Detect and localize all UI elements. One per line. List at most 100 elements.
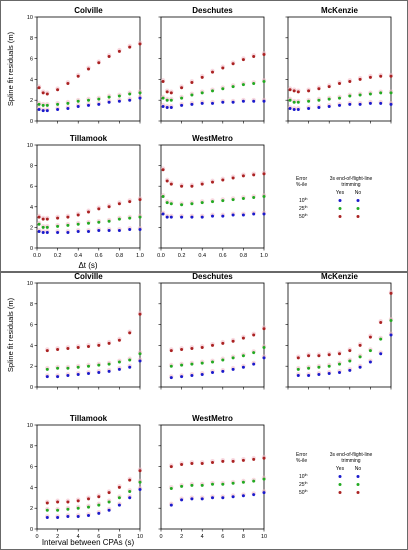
- data-point: [200, 373, 204, 377]
- data-point: [169, 503, 173, 507]
- data-point: [76, 99, 80, 103]
- data-point: [200, 101, 204, 105]
- data-point: [327, 104, 331, 108]
- data-point: [200, 345, 204, 349]
- data-point: [97, 495, 101, 499]
- data-point: [231, 481, 235, 485]
- data-point: [190, 497, 194, 501]
- data-point: [296, 367, 300, 371]
- data-point: [262, 172, 266, 176]
- x-tick-label: 8: [118, 534, 121, 540]
- panel-title: Colville: [74, 272, 103, 281]
- data-point: [379, 352, 383, 356]
- series-10th: [169, 354, 267, 380]
- series-50th: [45, 310, 143, 353]
- data-point: [169, 465, 173, 469]
- data-point: [37, 215, 41, 219]
- panel-title: McKenzie: [321, 272, 358, 281]
- data-point: [45, 367, 49, 371]
- data-point: [231, 339, 235, 343]
- data-point: [231, 62, 235, 66]
- data-point: [368, 349, 372, 353]
- data-point: [169, 98, 173, 102]
- legend-title-left: %-ile: [296, 182, 307, 188]
- data-point: [211, 343, 214, 347]
- data-point: [252, 99, 256, 103]
- data-point: [169, 349, 173, 353]
- panel-title: WestMetro: [192, 414, 233, 423]
- x-tick-label: 4: [77, 534, 80, 540]
- data-point: [45, 225, 49, 229]
- data-point: [348, 359, 352, 363]
- legend-row-label: 25th: [299, 205, 308, 212]
- data-point: [128, 216, 132, 220]
- data-point: [252, 173, 256, 177]
- series-10th: [36, 94, 143, 113]
- data-point: [41, 109, 45, 113]
- data-point: [358, 343, 362, 347]
- data-point: [190, 461, 194, 465]
- data-point: [97, 370, 101, 374]
- legend-title-right: trimming: [341, 182, 360, 188]
- data-point: [190, 483, 194, 487]
- legend-title-right: 3s end-of-flight-line: [330, 452, 373, 458]
- data-point: [231, 100, 235, 104]
- x-tick-label: 2: [56, 534, 59, 540]
- data-point: [296, 374, 300, 378]
- data-point: [327, 364, 331, 368]
- data-point: [87, 344, 90, 348]
- data-point: [190, 184, 194, 188]
- panel-tillamook-bottom: Tillamook 0 2 4 6 8 10 0 2 4 6 8 10: [27, 414, 143, 540]
- data-point: [138, 480, 142, 484]
- data-point: [252, 457, 256, 461]
- y-tick-label: 0: [30, 385, 33, 391]
- data-point: [45, 349, 49, 353]
- data-point: [241, 83, 245, 87]
- data-point: [368, 101, 372, 105]
- data-point: [128, 98, 132, 102]
- data-point: [211, 70, 214, 74]
- legend-col-no: No: [355, 190, 362, 196]
- data-point: [180, 86, 184, 90]
- data-point: [117, 217, 121, 221]
- legend-marker-no: [356, 215, 360, 218]
- data-point: [87, 103, 90, 107]
- data-point: [128, 331, 132, 335]
- data-point: [128, 478, 132, 482]
- data-point: [107, 219, 111, 223]
- data-point: [66, 107, 70, 111]
- data-point: [262, 212, 266, 216]
- data-point: [56, 366, 60, 370]
- y-tick-label: 10: [27, 281, 33, 287]
- data-point: [200, 75, 204, 79]
- x-tick-label: 8: [242, 534, 245, 540]
- y-tick-label: 6: [30, 323, 33, 329]
- plot-frame: [36, 16, 141, 122]
- data-point: [66, 366, 70, 370]
- data-point: [221, 459, 225, 463]
- series-10th: [45, 486, 143, 520]
- legend-marker-yes: [338, 207, 342, 210]
- data-point: [97, 220, 101, 224]
- series-25th: [36, 89, 143, 107]
- x-tick-label: 0.6: [219, 253, 227, 259]
- data-point: [368, 335, 372, 339]
- series-50th: [287, 72, 394, 94]
- panel-colville-top: Colville 0 2 4 6 8 10: [27, 6, 143, 125]
- data-point: [241, 458, 245, 462]
- data-point: [87, 505, 90, 509]
- data-point: [107, 100, 111, 104]
- data-point: [379, 321, 383, 325]
- data-point: [317, 105, 321, 109]
- data-point: [200, 497, 204, 501]
- data-point: [87, 513, 90, 517]
- data-point: [138, 96, 142, 100]
- y-tick-label: 6: [30, 465, 33, 471]
- series-50th: [36, 40, 143, 96]
- plot-frame: [160, 424, 265, 530]
- data-point: [200, 361, 204, 365]
- bottom-y-axis-title: Spline fit residuals (m): [6, 297, 15, 372]
- panel-title: Colville: [74, 6, 103, 15]
